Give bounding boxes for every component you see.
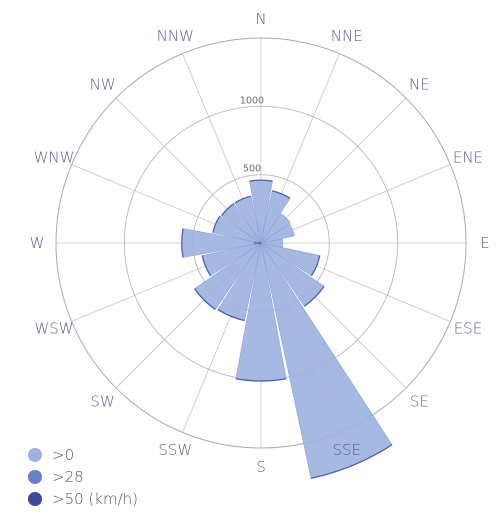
bar-rim-ese	[310, 255, 321, 277]
direction-label-sw: SW	[90, 392, 114, 410]
legend-label: >50 (km/h)	[52, 490, 138, 508]
bar-rim-nw	[221, 203, 235, 217]
bar-rim-s	[235, 378, 287, 382]
direction-label-nne: NNE	[331, 27, 363, 45]
direction-label-s: S	[256, 458, 266, 476]
bar-rim-sw	[194, 288, 216, 310]
direction-label-nw: NW	[90, 76, 116, 94]
direction-label-e: E	[480, 234, 489, 252]
bar-rim-wnw	[212, 215, 221, 233]
bar-w-series-1	[253, 241, 262, 245]
direction-label-ene: ENE	[453, 148, 483, 166]
direction-label-sse: SSE	[332, 441, 361, 459]
axis-labels: 500 1000 N NNE NE ENE E ESE SE SSE S SSW SW WSW W WNW NW…	[30, 10, 490, 476]
bar-rim-nnw	[234, 195, 252, 204]
bar-rim-wsw	[201, 255, 212, 277]
bar-e-series-0	[260, 238, 284, 248]
legend: >0 >28 >50 (km/h)	[28, 444, 138, 510]
legend-swatch	[28, 470, 42, 484]
legend-item: >50 (km/h)	[28, 488, 138, 510]
direction-label-ne: NE	[409, 76, 430, 94]
legend-label: >0	[52, 446, 75, 464]
ring-tick-label: 500	[243, 164, 261, 175]
direction-label-wnw: WNW	[34, 148, 75, 166]
legend-label: >28	[52, 468, 84, 486]
legend-item: >28	[28, 466, 138, 488]
bar-ne-series-0	[260, 213, 291, 244]
direction-label-wsw: WSW	[34, 320, 73, 338]
direction-label-nnw: NNW	[157, 27, 194, 45]
legend-swatch	[28, 492, 42, 506]
legend-item: >0	[28, 444, 138, 466]
direction-label-se: SE	[410, 392, 429, 410]
direction-label-w: W	[30, 234, 45, 252]
bar-w-series-2	[258, 242, 262, 244]
bar-rim-ssw	[217, 308, 245, 322]
direction-bars	[181, 179, 393, 479]
direction-label-ese: ESE	[454, 320, 482, 338]
bar-rim-se	[303, 285, 325, 307]
direction-label-n: N	[255, 10, 266, 28]
direction-label-ssw: SSW	[158, 441, 192, 459]
bar-rim-w	[181, 228, 184, 258]
bar-rim-n	[249, 179, 273, 182]
bar-rim-nne	[271, 190, 291, 199]
bar-rim-sse	[310, 444, 393, 479]
grid-outer-ring	[55, 37, 467, 449]
ring-tick-label: 1000	[240, 95, 264, 106]
legend-swatch	[28, 448, 42, 462]
bar-ene-series-0	[260, 223, 295, 244]
